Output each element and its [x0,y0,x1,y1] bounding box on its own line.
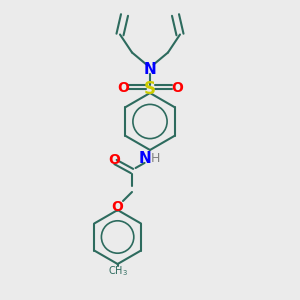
Text: N: N [144,61,156,76]
Text: CH$_3$: CH$_3$ [108,265,127,278]
Text: N: N [139,151,152,166]
Text: O: O [117,82,129,95]
Text: S: S [144,80,156,98]
Text: O: O [112,200,124,214]
Text: O: O [171,82,183,95]
Text: H: H [151,152,160,165]
Text: O: O [108,154,120,167]
